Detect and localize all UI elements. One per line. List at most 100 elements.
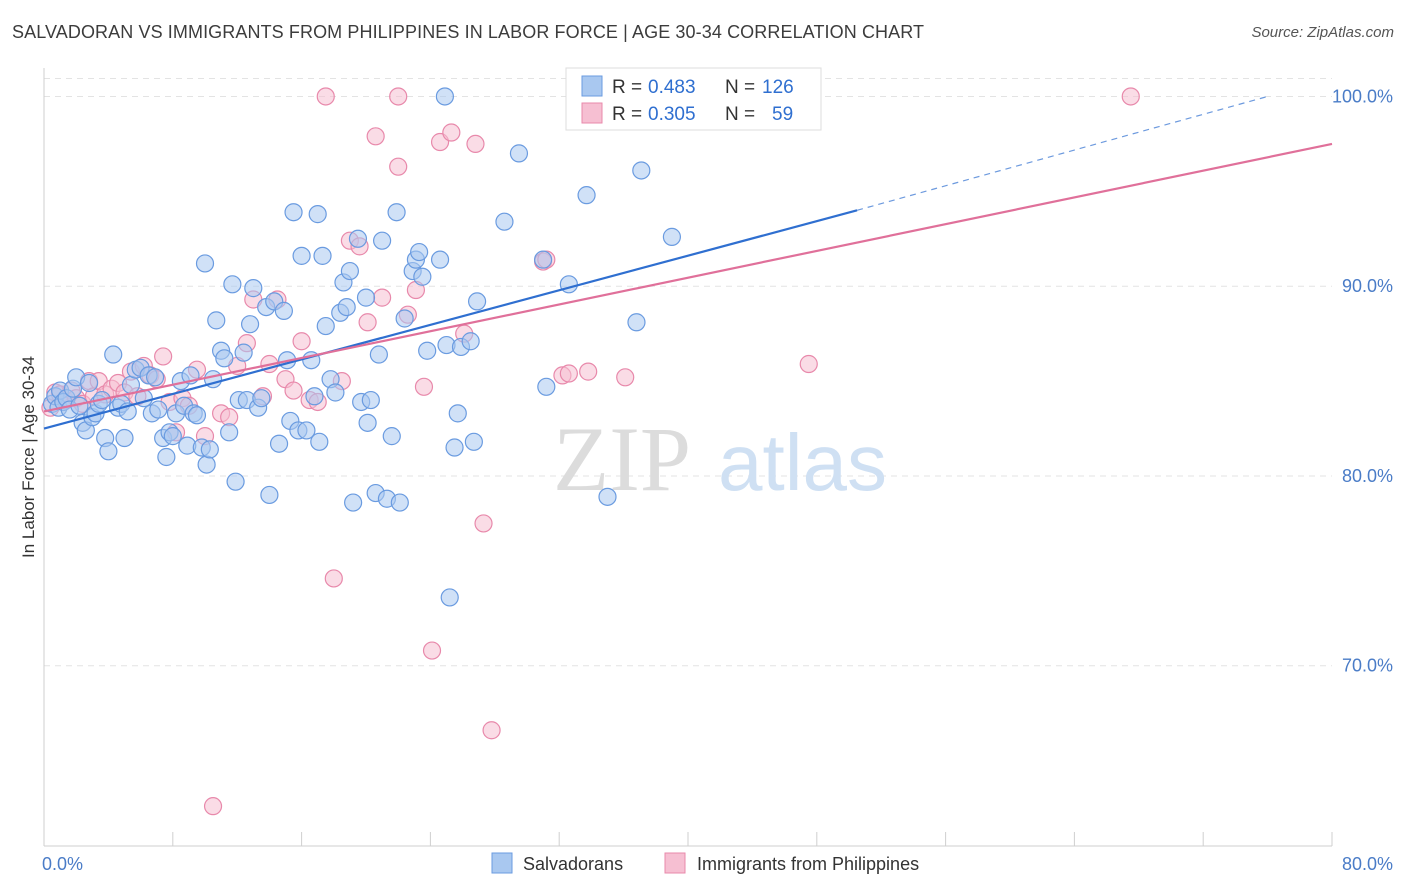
philippines-point <box>373 288 392 307</box>
series-legend: Salvadorans Immigrants from Philippines <box>491 852 919 874</box>
salvadoran-point <box>418 341 437 360</box>
salvadoran-point <box>200 440 219 459</box>
philippines-point <box>366 127 385 146</box>
philippines-point <box>579 362 598 381</box>
salvadoran-point <box>495 212 514 231</box>
salvadorans-trend-extension <box>856 95 1268 211</box>
salvadoran-point <box>234 343 253 362</box>
source-note: Source: ZipAtlas.com <box>1251 24 1394 41</box>
salvadoran-point <box>369 345 388 364</box>
salvadoran-point <box>297 421 316 440</box>
salvadoran-point <box>348 229 368 248</box>
salvadoran-point <box>467 292 487 311</box>
legend-swatch-philippines <box>664 852 686 874</box>
x-axis-ticks <box>43 832 1333 846</box>
salvadoran-point <box>577 186 596 205</box>
philippines-point <box>474 514 493 533</box>
salvadoran-point <box>461 332 480 351</box>
stats-legend-r-label-2: R = <box>612 104 642 125</box>
philippines-point <box>203 797 223 816</box>
salvadoran-point <box>274 301 293 320</box>
watermark-zip: ZIP <box>553 408 691 510</box>
salvadoran-point <box>632 161 651 180</box>
salvadoran-point <box>240 315 260 334</box>
salvadoran-point <box>598 487 617 506</box>
salvadoran-point <box>244 279 263 298</box>
salvadoran-point <box>104 345 123 364</box>
salvadoran-point <box>533 250 553 269</box>
salvadoran-point <box>662 227 682 246</box>
salvadoran-point <box>440 588 459 607</box>
salvadoran-point <box>413 267 432 286</box>
salvadoran-point <box>292 246 311 265</box>
x-tick-label: 80.0% <box>1342 854 1393 874</box>
salvadoran-point <box>157 447 176 467</box>
philippines-point <box>414 377 434 396</box>
salvadoran-point <box>252 389 271 408</box>
salvadoran-point <box>220 423 239 442</box>
stats-legend-r-value-1: 0.483 <box>648 77 696 98</box>
y-tick-label: 70.0% <box>1342 656 1393 676</box>
y-axis-tick-labels: 70.0% 80.0% 90.0% 100.0% <box>1332 86 1393 675</box>
salvadoran-point <box>145 368 165 387</box>
salvadoran-point <box>215 349 234 368</box>
salvadoran-point <box>509 144 529 163</box>
philippines-point <box>1121 87 1140 106</box>
philippines-point <box>389 157 408 176</box>
salvadoran-point <box>310 432 329 451</box>
salvadoran-point <box>410 242 429 262</box>
salvadoran-point <box>316 316 335 336</box>
stats-legend-r-value-2: 0.305 <box>648 104 696 125</box>
salvadoran-point <box>358 413 377 432</box>
stats-legend-n-value-1: 126 <box>762 77 794 98</box>
salvadoran-point <box>361 390 380 410</box>
x-axis-tick-labels: 0.0% 80.0% <box>42 854 1393 874</box>
philippines-point <box>442 123 461 142</box>
legend-label-salvadorans: Salvadorans <box>523 854 623 874</box>
x-tick-label: 0.0% <box>42 854 83 874</box>
salvadoran-point <box>430 250 450 269</box>
salvadoran-point <box>382 427 401 446</box>
stats-legend-box <box>565 67 822 131</box>
stats-legend-swatch-blue <box>581 75 603 97</box>
salvadoran-point <box>223 275 242 294</box>
salvadoran-point <box>197 455 216 474</box>
salvadoran-point <box>149 400 168 419</box>
salvadoran-point <box>464 432 483 451</box>
salvadoran-point <box>99 442 118 461</box>
salvadoran-point <box>435 87 454 106</box>
salvadoran-point <box>284 203 303 222</box>
salvadorans-trend-line <box>43 209 858 430</box>
stats-legend-n-value-2: 59 <box>772 104 793 125</box>
salvadoran-point <box>187 406 207 425</box>
trend-lines <box>43 95 1333 430</box>
philippines-point <box>799 354 818 374</box>
philippines-point <box>358 313 377 332</box>
salvadoran-point <box>226 472 245 491</box>
watermark: ZIP atlas <box>553 408 887 510</box>
y-axis-label: In Labor Force | Age 30-34 <box>19 356 38 558</box>
philippines-point <box>389 87 408 106</box>
philippines-point <box>422 641 442 660</box>
salvadoran-point <box>79 373 99 393</box>
salvadoran-point <box>356 288 376 307</box>
philippines-point <box>154 347 173 366</box>
philippines-point <box>559 364 578 383</box>
salvadoran-point <box>537 377 556 396</box>
stats-legend-n-label-2: N = <box>725 104 755 125</box>
salvadoran-point <box>163 427 182 446</box>
salvadoran-point <box>313 246 332 265</box>
stats-legend: R = 0.483 N = 126 R = 0.305 N = 59 <box>565 67 822 131</box>
salvadoran-point <box>308 205 327 224</box>
salvadoran-point <box>305 387 324 406</box>
philippines-point <box>292 332 311 351</box>
salvadoran-point <box>445 438 464 457</box>
stats-legend-swatch-pink <box>581 102 603 124</box>
stats-legend-n-label-1: N = <box>725 77 755 98</box>
series-salvadorans-points <box>42 87 748 607</box>
salvadoran-point <box>269 434 289 453</box>
salvadoran-point <box>340 261 359 281</box>
legend-label-philippines: Immigrants from Philippines <box>697 854 919 874</box>
philippines-point <box>616 368 635 387</box>
